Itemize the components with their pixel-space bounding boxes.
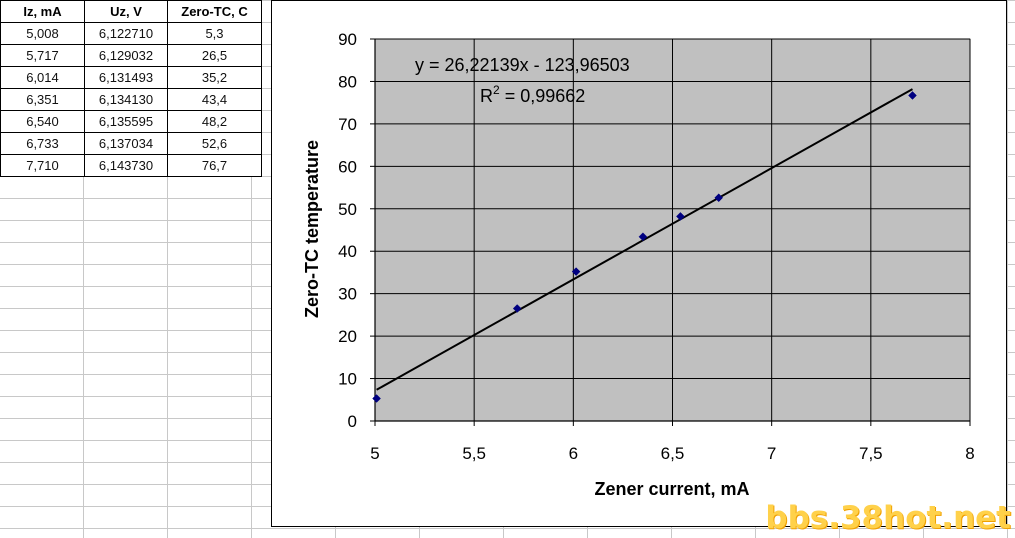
data-point bbox=[571, 267, 581, 276]
table-cell[interactable]: 6,540 bbox=[0, 110, 85, 133]
table-row: 6,540 6,135595 48,2 bbox=[0, 110, 262, 133]
table-cell[interactable]: 6,014 bbox=[0, 66, 85, 89]
y-axis-title[interactable]: Zero-TC temperature bbox=[302, 140, 322, 318]
table-cell[interactable]: 6,137034 bbox=[84, 132, 168, 155]
y-tick-label: 70 bbox=[338, 115, 357, 134]
data-point bbox=[676, 212, 685, 221]
r2-value: = 0,99662 bbox=[500, 86, 586, 106]
data-table: Iz, mA Uz, V Zero-TC, C 5,008 6,122710 5… bbox=[0, 0, 262, 177]
x-tick-label: 5,5 bbox=[462, 444, 486, 463]
data-point bbox=[512, 304, 522, 313]
r2-exponent: 2 bbox=[493, 83, 500, 97]
data-point bbox=[638, 232, 648, 242]
table-cell[interactable]: 5,008 bbox=[0, 22, 85, 45]
table-header-row: Iz, mA Uz, V Zero-TC, C bbox=[0, 0, 262, 23]
x-tick-label: 5 bbox=[370, 444, 379, 463]
header-iz[interactable]: Iz, mA bbox=[0, 0, 85, 23]
data-point bbox=[372, 394, 381, 403]
x-tick-label: 7 bbox=[767, 444, 776, 463]
data-points bbox=[372, 91, 917, 403]
data-point bbox=[908, 91, 917, 100]
trendline-equation[interactable]: y = 26,22139x - 123,96503 bbox=[415, 55, 630, 75]
table-cell[interactable]: 35,2 bbox=[167, 66, 262, 89]
y-tick-label: 50 bbox=[338, 200, 357, 219]
table-cell[interactable]: 76,7 bbox=[167, 154, 262, 177]
x-tick-label: 8 bbox=[965, 444, 974, 463]
table-cell[interactable]: 6,131493 bbox=[84, 66, 168, 89]
table-cell[interactable]: 5,717 bbox=[0, 44, 85, 67]
y-tick-label: 30 bbox=[338, 285, 357, 304]
watermark: bbs.38hot.net bbox=[765, 500, 1011, 536]
x-tick-label: 7,5 bbox=[859, 444, 883, 463]
table-row: 6,351 6,134130 43,4 bbox=[0, 88, 262, 111]
table-row: 6,014 6,131493 35,2 bbox=[0, 66, 262, 89]
table-cell[interactable]: 6,129032 bbox=[84, 44, 168, 67]
x-tick-label: 6 bbox=[569, 444, 578, 463]
table-row: 6,733 6,137034 52,6 bbox=[0, 132, 262, 155]
y-tick-label: 40 bbox=[338, 242, 357, 261]
table-cell[interactable]: 6,134130 bbox=[84, 88, 168, 111]
table-cell[interactable]: 6,135595 bbox=[84, 110, 168, 133]
x-axis-title[interactable]: Zener current, mA bbox=[594, 479, 749, 499]
table-row: 7,710 6,143730 76,7 bbox=[0, 154, 262, 177]
y-tick-label: 60 bbox=[338, 157, 357, 176]
y-tick-label: 80 bbox=[338, 72, 357, 91]
header-zero-tc[interactable]: Zero-TC, C bbox=[167, 0, 262, 23]
x-tick-label: 6,5 bbox=[661, 444, 685, 463]
table-cell[interactable]: 43,4 bbox=[167, 88, 262, 111]
table-cell[interactable]: 6,143730 bbox=[84, 154, 168, 177]
table-cell[interactable]: 26,5 bbox=[167, 44, 262, 67]
y-tick-label: 10 bbox=[338, 370, 357, 389]
table-cell[interactable]: 6,351 bbox=[0, 88, 85, 111]
r2-r: R bbox=[480, 86, 493, 106]
header-uz[interactable]: Uz, V bbox=[84, 0, 168, 23]
table-cell[interactable]: 7,710 bbox=[0, 154, 85, 177]
data-point bbox=[714, 193, 724, 203]
y-tick-label: 20 bbox=[338, 327, 357, 346]
table-cell[interactable]: 52,6 bbox=[167, 132, 262, 155]
table-row: 5,717 6,129032 26,5 bbox=[0, 44, 262, 67]
table-cell[interactable]: 6,733 bbox=[0, 132, 85, 155]
scatter-chart: 5 5,5 6 6,5 7 7,5 8 0 10 20 30 40 50 60 70 80 90 y = 26… bbox=[302, 30, 975, 499]
table-row: 5,008 6,122710 5,3 bbox=[0, 22, 262, 45]
y-tick-label: 0 bbox=[348, 412, 357, 431]
x-tick-labels: 5 5,5 6 6,5 7 7,5 8 bbox=[370, 421, 975, 463]
y-tick-label: 90 bbox=[338, 30, 357, 49]
table-cell[interactable]: 6,122710 bbox=[84, 22, 168, 45]
chart-object[interactable]: 5 5,5 6 6,5 7 7,5 8 0 10 20 30 40 50 60 70 80 90 y = 26… bbox=[271, 0, 1007, 527]
table-cell[interactable]: 48,2 bbox=[167, 110, 262, 133]
table-cell[interactable]: 5,3 bbox=[167, 22, 262, 45]
r-squared-label[interactable]: R2 = 0,99662 bbox=[480, 83, 585, 106]
y-tick-labels: 0 10 20 30 40 50 60 70 80 90 bbox=[338, 30, 375, 431]
